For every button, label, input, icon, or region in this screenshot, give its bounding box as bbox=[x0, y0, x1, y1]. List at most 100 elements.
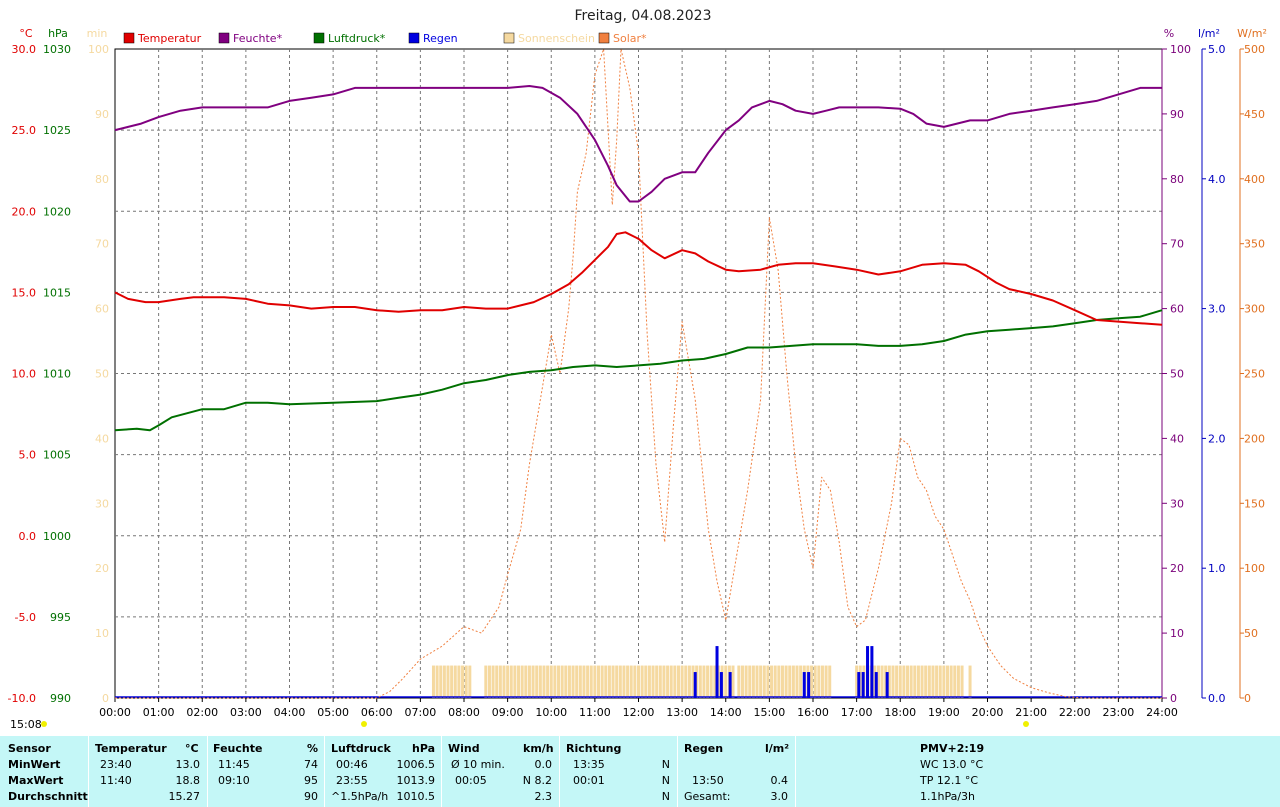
sunset-marker bbox=[1023, 721, 1029, 727]
x-tick-label: 08:00 bbox=[448, 706, 480, 719]
sunshine-bar bbox=[687, 665, 691, 698]
sunshine-bar bbox=[902, 665, 906, 698]
humidity-tick-label: 60 bbox=[1170, 303, 1184, 316]
sunshine-bar bbox=[509, 665, 513, 698]
sunshine-bar bbox=[633, 665, 637, 698]
chart-title: Freitag, 04.08.2023 bbox=[575, 8, 712, 24]
sunshine-bar bbox=[527, 665, 531, 698]
x-tick-label: 06:00 bbox=[361, 706, 393, 719]
sunshine-bar bbox=[938, 665, 942, 698]
sunshine-bar bbox=[626, 665, 630, 698]
sunshine-bar bbox=[647, 665, 651, 698]
sunshine-bar bbox=[464, 665, 468, 698]
rain-bar bbox=[885, 672, 889, 698]
rain-tick-label: 1.0 bbox=[1208, 562, 1226, 575]
pmv-tp: TP 12.1 °C bbox=[920, 774, 979, 787]
sunshine-bar bbox=[762, 665, 766, 698]
sunshine-bar bbox=[589, 665, 593, 698]
sunshine-bar bbox=[817, 665, 821, 698]
sunshine-bar bbox=[578, 665, 582, 698]
press-trend: ^1.5hPa/h bbox=[331, 790, 389, 803]
avg-temp-value: 15.27 bbox=[168, 790, 201, 803]
sunshine-bar bbox=[669, 665, 673, 698]
x-tick-label: 03:00 bbox=[230, 706, 262, 719]
sunshine-bar bbox=[640, 665, 644, 698]
humidity-tick-label: 80 bbox=[1170, 173, 1184, 186]
sunshine-bar bbox=[535, 665, 539, 698]
humidity-tick-label: 0 bbox=[1170, 692, 1177, 705]
humidity-tick-label: 40 bbox=[1170, 432, 1184, 445]
sunshine-bar bbox=[770, 665, 774, 698]
max-hum-value: 95 bbox=[304, 774, 318, 787]
x-tick-label: 05:00 bbox=[317, 706, 349, 719]
sunshine-bar bbox=[567, 665, 571, 698]
sunshine-bar bbox=[487, 665, 491, 698]
pressure-tick-label: 1030 bbox=[43, 43, 71, 56]
sunshine-bar bbox=[777, 665, 781, 698]
sunshine-bar bbox=[946, 665, 950, 698]
rain-bar bbox=[802, 672, 806, 698]
sunshine-bar bbox=[607, 665, 611, 698]
pressure-tick-label: 1010 bbox=[43, 368, 71, 381]
max-rain-value: 0.4 bbox=[770, 774, 789, 787]
humidity-tick-label: 10 bbox=[1170, 627, 1184, 640]
temp-tick-label: 30.0 bbox=[12, 43, 37, 56]
x-tick-label: 12:00 bbox=[623, 706, 655, 719]
sunshine-bar bbox=[611, 665, 615, 698]
sunshine-bar bbox=[553, 665, 557, 698]
legend-item-solar: Solar* bbox=[598, 32, 647, 45]
sunshine-bar bbox=[898, 665, 902, 698]
pressure-tick-label: 1025 bbox=[43, 124, 71, 137]
humidity-tick-label: 70 bbox=[1170, 238, 1184, 251]
temp-tick-label: -5.0 bbox=[15, 611, 36, 624]
sunshine-bar bbox=[593, 665, 597, 698]
x-tick-label: 13:00 bbox=[666, 706, 698, 719]
pressure-tick-label: 1020 bbox=[43, 205, 71, 218]
solar-tick-label: 50 bbox=[1244, 627, 1258, 640]
sunshine-bar bbox=[513, 665, 517, 698]
row-label-durchschnitt: Durchschnitt bbox=[8, 790, 88, 803]
pressure-tick-label: 1005 bbox=[43, 449, 71, 462]
humidity-tick-label: 20 bbox=[1170, 562, 1184, 575]
sunshine-bar bbox=[615, 665, 619, 698]
sunshine-tick-label: 20 bbox=[95, 562, 109, 575]
sunshine-bar bbox=[744, 665, 748, 698]
x-tick-label: 20:00 bbox=[972, 706, 1004, 719]
sunshine-bar bbox=[702, 665, 706, 698]
rain-total-label: Gesamt: bbox=[684, 790, 731, 803]
sunshine-tick-label: 80 bbox=[95, 173, 109, 186]
header-luftdruck-unit: hPa bbox=[412, 742, 436, 755]
sunshine-bar bbox=[931, 665, 935, 698]
sunshine-bar bbox=[597, 665, 601, 698]
humidity-line bbox=[114, 85, 1162, 203]
solar-unit-label: W/m² bbox=[1237, 27, 1267, 40]
solar-tick-label: 300 bbox=[1244, 303, 1265, 316]
rain-bar bbox=[870, 646, 874, 698]
sunshine-bar bbox=[524, 665, 528, 698]
header-luftdruck: Luftdruck bbox=[331, 742, 391, 755]
min-press-time: 00:46 bbox=[336, 758, 368, 771]
legend-label-solar: Solar* bbox=[613, 32, 647, 45]
sunshine-bar bbox=[502, 665, 506, 698]
sunshine-tick-label: 100 bbox=[88, 43, 109, 56]
max-dir-value: N bbox=[661, 774, 670, 787]
x-tick-label: 23:00 bbox=[1103, 706, 1135, 719]
rain-unit-label: l/m² bbox=[1198, 27, 1220, 40]
min-hum-value: 74 bbox=[304, 758, 318, 771]
sunshine-bar bbox=[968, 665, 972, 698]
sunshine-bar bbox=[810, 665, 814, 698]
sunshine-bar bbox=[713, 665, 717, 698]
sunshine-bar bbox=[698, 665, 702, 698]
pmv-wc: WC 13.0 °C bbox=[920, 758, 984, 771]
max-hum-time: 09:10 bbox=[218, 774, 250, 787]
sunrise-marker bbox=[361, 721, 367, 727]
sunshine-tick-label: 10 bbox=[95, 627, 109, 640]
sunshine-bar bbox=[542, 665, 546, 698]
header-temperatur-unit: °C bbox=[185, 742, 199, 755]
sunshine-bar bbox=[495, 665, 499, 698]
series-lines bbox=[114, 48, 1163, 699]
sunshine-bar bbox=[531, 665, 535, 698]
sunshine-bar bbox=[684, 665, 688, 698]
legend-item-regen: Regen bbox=[408, 32, 458, 45]
sunshine-tick-label: 30 bbox=[95, 497, 109, 510]
